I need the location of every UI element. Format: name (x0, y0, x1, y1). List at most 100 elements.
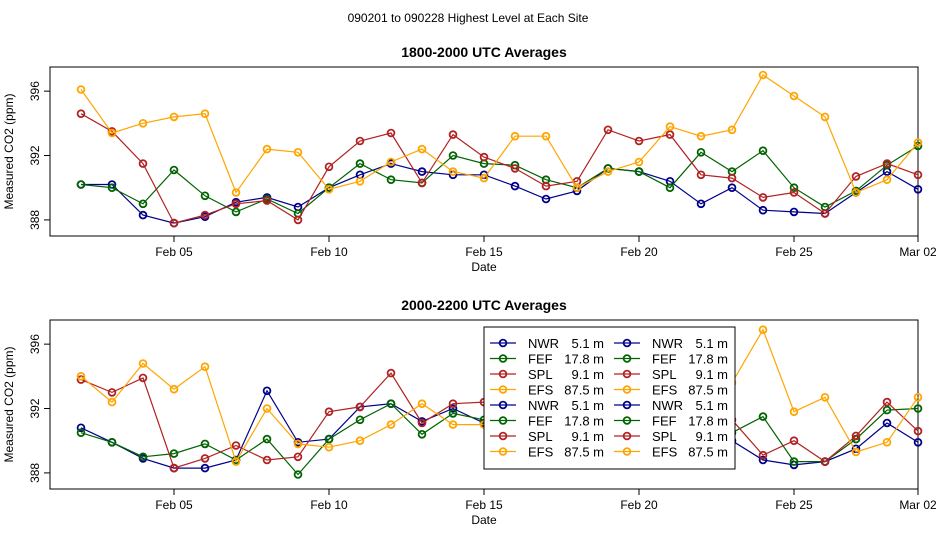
legend-name: EFS (528, 383, 554, 398)
x-axis-label: Date (471, 260, 497, 274)
data-point-efs (386, 157, 396, 167)
data-point-fef (386, 399, 396, 409)
y-tick-label: 388 (28, 210, 42, 230)
data-point-nwr (200, 463, 210, 473)
legend-marker (498, 400, 508, 410)
series-line-spl (80, 113, 919, 224)
data-point-efs (231, 457, 241, 466)
x-tick-label: Feb 05 (155, 498, 193, 512)
data-point-efs (355, 177, 365, 186)
data-point-fef (758, 146, 768, 156)
data-point-spl (138, 373, 148, 383)
data-point-efs (882, 175, 892, 185)
data-point-spl (386, 128, 396, 138)
data-point-nwr (913, 437, 923, 447)
data-point-fef (634, 167, 644, 176)
data-point-spl (820, 209, 830, 218)
data-point-fef (696, 148, 706, 157)
legend-height: 87.5 m (688, 383, 728, 398)
data-point-efs (169, 384, 179, 394)
x-tick-label: Feb 10 (310, 245, 348, 259)
legend-height: 17.8 m (564, 352, 604, 367)
data-point-efs (76, 371, 86, 381)
data-point-efs (820, 392, 830, 402)
x-tick-label: Mar 02 (899, 245, 936, 259)
data-point-efs (200, 362, 210, 372)
data-point-spl (479, 152, 489, 162)
data-point-efs (138, 119, 148, 128)
legend-marker (622, 385, 632, 394)
legend-height: 5.1 m (695, 336, 728, 351)
x-tick-label: Feb 10 (310, 498, 348, 512)
data-point-fef (169, 165, 179, 175)
data-point-fef (200, 191, 210, 201)
data-point-fef (665, 183, 675, 193)
data-point-fef (293, 470, 303, 479)
data-point-spl (293, 452, 303, 462)
data-point-spl (200, 454, 210, 463)
data-point-spl (169, 218, 179, 228)
legend-marker (622, 369, 632, 379)
data-point-efs (262, 404, 272, 413)
legend-marker (498, 431, 508, 441)
data-point-spl (76, 109, 86, 118)
data-point-spl (665, 130, 675, 139)
legend-name: NWR (528, 336, 559, 351)
data-point-efs (820, 112, 830, 122)
data-point-efs (262, 144, 272, 154)
data-point-efs (417, 399, 427, 409)
series-line-efs (80, 74, 919, 194)
data-point-efs (417, 144, 427, 154)
legend-height: 9.1 m (571, 429, 604, 444)
data-point-fef (200, 439, 210, 449)
data-point-spl (200, 210, 210, 220)
data-point-efs (727, 125, 737, 135)
data-point-spl (913, 426, 923, 436)
data-point-nwr (789, 207, 799, 217)
data-point-spl (231, 441, 241, 450)
x-tick-label: Mar 02 (899, 498, 936, 512)
data-point-efs (448, 420, 458, 429)
data-point-fef (138, 199, 148, 209)
y-axis-label: Measured CO2 (ppm) (2, 93, 16, 209)
data-point-efs (913, 138, 923, 147)
data-point-fef (789, 457, 799, 466)
series-efs (76, 70, 923, 197)
data-point-efs (572, 183, 582, 193)
data-point-spl (262, 455, 272, 465)
data-point-nwr (727, 183, 737, 193)
legend-marker (622, 400, 632, 410)
series-spl (76, 109, 923, 228)
data-point-efs (696, 131, 706, 141)
legend-name: FEF (528, 414, 553, 429)
data-point-efs (355, 436, 365, 446)
data-point-spl (851, 431, 861, 441)
data-point-efs (107, 397, 117, 407)
y-tick-label: 392 (28, 398, 42, 418)
panel-title: 1800-2000 UTC Averages (401, 44, 567, 60)
data-point-spl (417, 418, 427, 428)
data-point-efs (665, 122, 675, 131)
data-point-spl (789, 188, 799, 197)
data-point-spl (324, 407, 334, 417)
data-point-fef (262, 434, 272, 444)
data-point-efs (851, 447, 861, 457)
legend-marker (498, 416, 508, 425)
data-point-nwr (541, 194, 551, 204)
data-point-efs (541, 131, 551, 141)
data-point-efs (138, 359, 148, 368)
data-point-spl (448, 130, 458, 139)
x-tick-label: Feb 20 (620, 498, 658, 512)
data-point-fef (169, 449, 179, 458)
data-point-efs (479, 173, 489, 183)
data-point-fef (913, 404, 923, 413)
legend-marker (622, 431, 632, 441)
legend-height: 5.1 m (571, 398, 604, 413)
data-point-nwr (76, 423, 86, 433)
legend-marker (498, 354, 508, 363)
data-point-efs (789, 91, 799, 101)
x-tick-label: Feb 20 (620, 245, 658, 259)
data-point-fef (107, 183, 117, 193)
legend-box (483, 326, 736, 470)
